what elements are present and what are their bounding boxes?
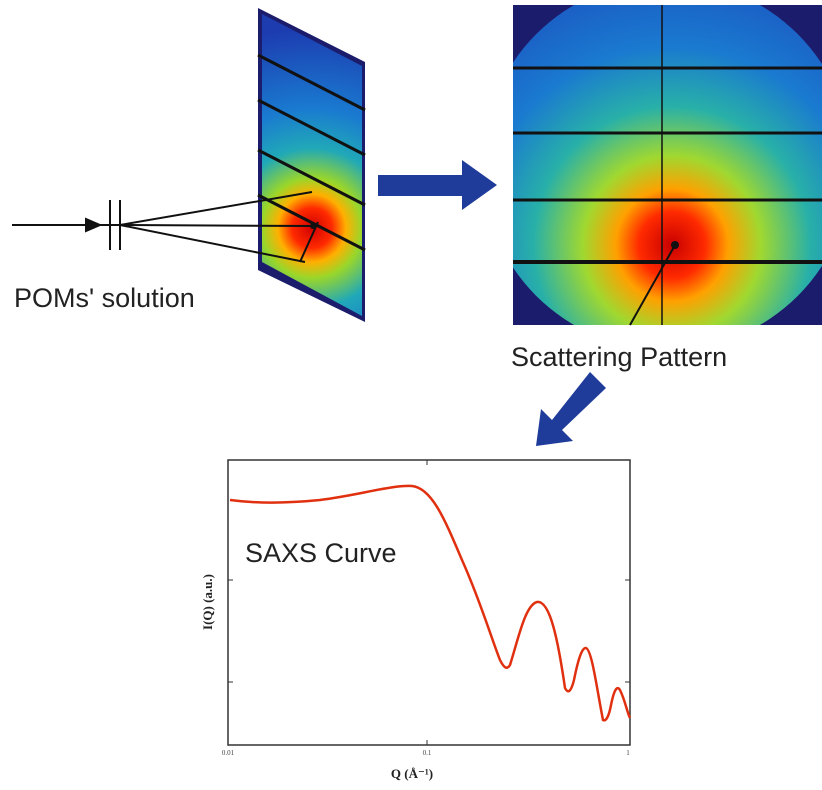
detector-right xyxy=(513,5,822,325)
label-pattern: Scattering Pattern xyxy=(511,342,727,372)
y-axis-label: I(Q) (a.u.) xyxy=(200,574,215,630)
arrow xyxy=(378,160,497,210)
beam-center xyxy=(671,241,679,249)
x-tick-label: 1 xyxy=(626,749,630,757)
beam-center xyxy=(310,223,316,229)
x-axis-label: Q (Å⁻¹) xyxy=(391,766,433,781)
label-curve: SAXS Curve xyxy=(245,538,397,568)
figure: POMs' solution Scattering Pattern SAXS C… xyxy=(0,0,822,790)
arrow xyxy=(536,372,606,446)
x-tick-label: 0.01 xyxy=(222,749,235,757)
x-tick-label: 0.1 xyxy=(423,749,432,757)
label-solution: POMs' solution xyxy=(14,283,195,313)
